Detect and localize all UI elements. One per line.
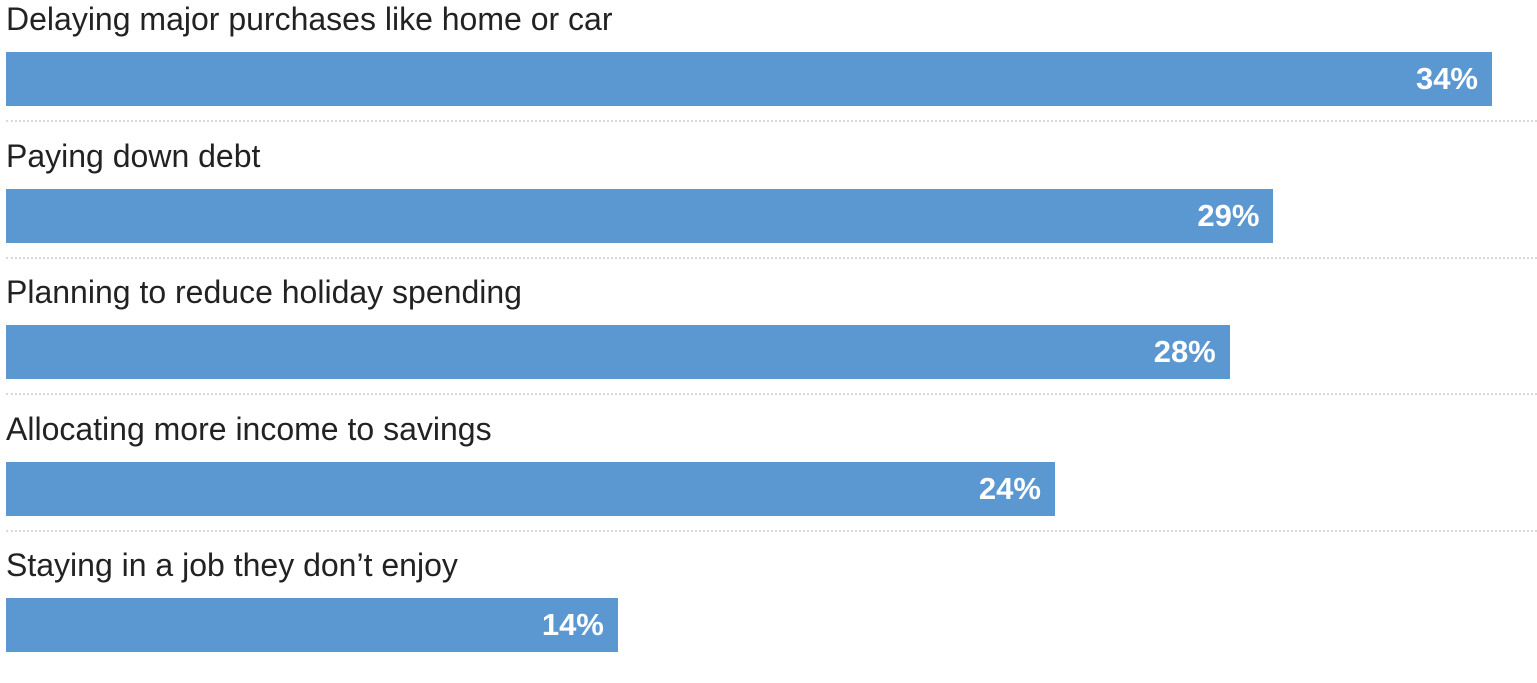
- bar: 28%: [6, 325, 1230, 379]
- row-divider: [6, 256, 1537, 259]
- bar-row: Planning to reduce holiday spending 28%: [0, 273, 1537, 410]
- bar: 34%: [6, 52, 1492, 106]
- category-label: Paying down debt: [6, 137, 261, 174]
- bar-value-label: 34%: [1415, 61, 1478, 96]
- bar-value-label: 24%: [978, 470, 1041, 506]
- bar-row: Staying in a job they don’t enjoy 14%: [0, 546, 1537, 683]
- row-divider: [6, 393, 1537, 395]
- bar: 14%: [6, 598, 618, 652]
- bar-row: Delaying major purchases like home or ca…: [0, 0, 1537, 137]
- category-label: Staying in a job they don’t enjoy: [6, 547, 458, 583]
- horizontal-bar-chart: Delaying major purchases like home or ca…: [0, 0, 1537, 652]
- category-label: Planning to reduce holiday spending: [6, 274, 522, 310]
- bar-value-label: 14%: [541, 607, 604, 642]
- row-divider: [6, 120, 1537, 122]
- category-label: Allocating more income to savings: [6, 410, 492, 447]
- bar-value-label: 28%: [1153, 334, 1216, 369]
- category-label: Delaying major purchases like home or ca…: [6, 1, 613, 37]
- bar-row: Allocating more income to savings 24%: [0, 410, 1537, 547]
- bar: 24%: [6, 461, 1055, 516]
- bar: 29%: [6, 188, 1274, 243]
- bar-value-label: 29%: [1197, 197, 1260, 233]
- row-divider: [6, 529, 1537, 532]
- bar-row: Paying down debt 29%: [0, 137, 1537, 274]
